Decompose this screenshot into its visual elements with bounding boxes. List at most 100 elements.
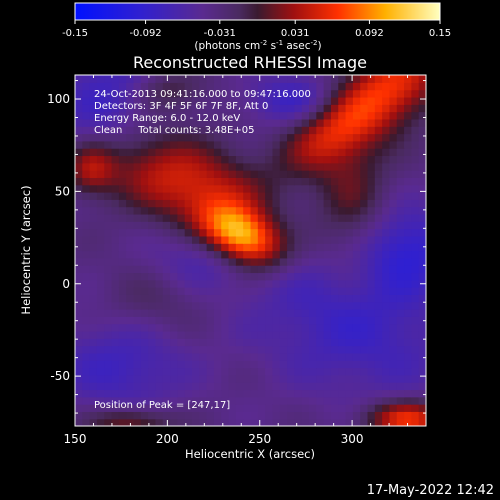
heatmap-cell: [279, 155, 288, 164]
heatmap-cell: [396, 294, 405, 303]
heatmap-cell: [177, 111, 186, 120]
heatmap-cell: [221, 301, 230, 310]
heatmap-cell: [75, 192, 83, 200]
heatmap-cell: [155, 367, 164, 376]
heatmap-cell: [323, 177, 332, 186]
heatmap-cell: [148, 133, 157, 142]
heatmap-cell: [96, 213, 105, 222]
heatmap-cell: [382, 367, 391, 376]
heatmap-cell: [309, 338, 317, 347]
heatmap-cell: [316, 170, 325, 178]
heatmap-cell: [89, 287, 98, 295]
heatmap-cell: [367, 287, 376, 295]
heatmap-cell: [265, 330, 274, 339]
heatmap-cell: [140, 75, 149, 83]
heatmap-cell: [309, 192, 317, 200]
heatmap-cell: [345, 382, 354, 391]
heatmap-cell: [75, 104, 83, 113]
heatmap-cell: [206, 170, 215, 178]
heatmap-cell: [367, 352, 376, 361]
heatmap-cell: [374, 338, 383, 347]
heatmap-cell: [338, 287, 347, 295]
heatmap-cell: [309, 221, 317, 230]
heatmap-cell: [228, 257, 237, 266]
heatmap-cell: [228, 206, 237, 215]
heatmap-cell: [330, 192, 339, 200]
heatmap-cell: [330, 323, 339, 332]
heatmap-cell: [330, 338, 339, 347]
heatmap-cell: [228, 352, 237, 361]
heatmap-cell: [265, 221, 274, 230]
heatmap-cell: [301, 389, 310, 398]
heatmap-cell: [184, 228, 193, 237]
heatmap-cell: [338, 265, 347, 274]
heatmap-cell: [287, 360, 295, 369]
heatmap-cell: [316, 301, 325, 310]
heatmap-cell: [287, 382, 295, 391]
heatmap-cell: [265, 382, 274, 391]
heatmap-cell: [301, 396, 310, 405]
heatmap-cell: [118, 309, 127, 317]
heatmap-cell: [294, 170, 303, 178]
heatmap-cell: [126, 162, 135, 171]
heatmap-cell: [170, 96, 178, 105]
y-axis-label: Heliocentric Y (arcsec): [19, 185, 33, 314]
heatmap-cell: [272, 213, 281, 222]
heatmap-cell: [148, 374, 157, 383]
heatmap-cell: [367, 243, 376, 252]
heatmap-cell: [177, 199, 186, 208]
heatmap-cell: [345, 82, 354, 91]
x-tick-label: 300: [341, 432, 364, 446]
heatmap-cell: [301, 213, 310, 222]
heatmap-cell: [243, 177, 252, 186]
heatmap-cell: [250, 96, 259, 105]
heatmap-cell: [316, 257, 325, 266]
heatmap-cell: [411, 162, 420, 171]
heatmap-cell: [228, 316, 237, 325]
heatmap-cell: [199, 250, 208, 259]
heatmap-cell: [104, 352, 113, 361]
heatmap-cell: [294, 184, 303, 193]
heatmap-cell: [309, 316, 317, 325]
heatmap-cell: [382, 287, 391, 295]
heatmap-cell: [213, 309, 222, 317]
heatmap-cell: [228, 111, 237, 120]
heatmap-cell: [184, 352, 193, 361]
heatmap-cell: [75, 309, 83, 317]
heatmap-cell: [360, 330, 369, 339]
heatmap-cell: [89, 111, 98, 120]
heatmap-cell: [126, 235, 135, 244]
heatmap-cell: [75, 367, 83, 376]
heatmap-cell: [235, 345, 244, 354]
heatmap-cell: [75, 96, 83, 105]
heatmap-cell: [199, 140, 208, 149]
heatmap-cell: [155, 177, 164, 186]
heatmap-cell: [148, 82, 157, 91]
heatmap-cell: [345, 155, 354, 164]
colorbar-gradient: [74, 2, 441, 21]
heatmap-cell: [309, 345, 317, 354]
heatmap-cell: [170, 367, 178, 376]
heatmap-cell: [243, 301, 252, 310]
heatmap-cell: [82, 279, 91, 288]
heatmap-cell: [338, 404, 347, 412]
heatmap-cell: [418, 301, 426, 310]
heatmap-cell: [287, 82, 295, 91]
heatmap-cell: [228, 367, 237, 376]
heatmap-cell: [323, 279, 332, 288]
heatmap-cell: [338, 338, 347, 347]
heatmap-cell: [418, 213, 426, 222]
heatmap-cell: [213, 243, 222, 252]
heatmap-cell: [323, 338, 332, 347]
heatmap-cell: [155, 404, 164, 412]
heatmap-cell: [411, 382, 420, 391]
heatmap-cell: [104, 148, 113, 157]
heatmap-cell: [184, 148, 193, 157]
heatmap-cell: [155, 221, 164, 230]
heatmap-cell: [177, 177, 186, 186]
heatmap-cell: [309, 155, 317, 164]
heatmap-cell: [170, 279, 178, 288]
heatmap-cell: [367, 133, 376, 142]
heatmap-cell: [213, 89, 222, 98]
heatmap-cell: [170, 213, 178, 222]
